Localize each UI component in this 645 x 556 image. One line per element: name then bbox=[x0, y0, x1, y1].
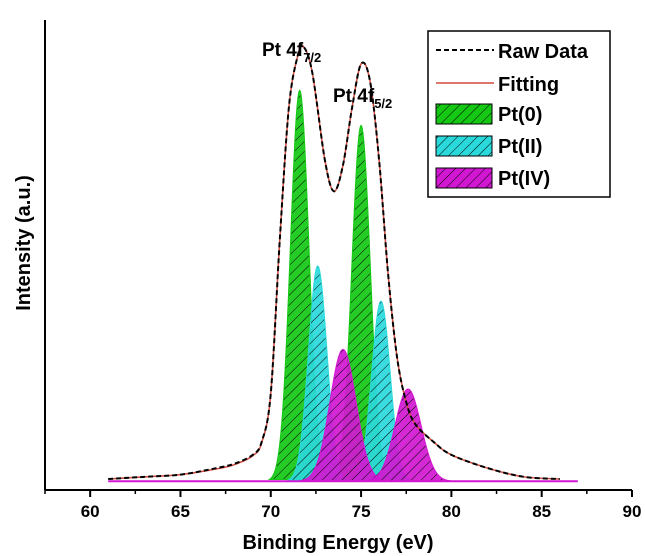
x-tick-label: 75 bbox=[352, 502, 371, 521]
data-curves bbox=[108, 44, 560, 481]
x-tick-label: 80 bbox=[442, 502, 461, 521]
x-tick-label: 90 bbox=[623, 502, 642, 521]
annotation-pt4f72-main: Pt 4f bbox=[262, 40, 304, 61]
curve-raw-data bbox=[108, 44, 560, 481]
annotation-pt4f52: Pt 4f5/2 bbox=[333, 86, 392, 111]
x-ticks: 60 65 70 75 80 85 90 bbox=[44, 490, 642, 521]
annotation-pt4f72: Pt 4f7/2 bbox=[262, 40, 321, 65]
x-tick-label: 85 bbox=[532, 502, 551, 521]
annotation-pt4f72-sub: 7/2 bbox=[303, 50, 321, 65]
annotation-pt4f52-sub: 5/2 bbox=[374, 96, 392, 111]
legend-label-pt4: Pt(IV) bbox=[498, 168, 550, 190]
annotation-pt4f52-main: Pt 4f bbox=[333, 86, 375, 107]
y-axis-title: Intensity (a.u.) bbox=[13, 175, 35, 311]
legend-label-pt0: Pt(0) bbox=[498, 104, 542, 126]
x-tick-label: 65 bbox=[171, 502, 190, 521]
x-axis-title: Binding Energy (eV) bbox=[242, 532, 433, 554]
legend-swatch-pt0-hatch bbox=[435, 103, 493, 125]
peak-annotations: Pt 4f7/2 Pt 4f5/2 bbox=[262, 40, 392, 111]
legend-swatch-pt2-hatch bbox=[435, 135, 493, 157]
legend-swatch-pt4-hatch bbox=[435, 167, 493, 189]
axes bbox=[44, 20, 632, 491]
component-peaks bbox=[108, 89, 578, 483]
peak-hatch-ptiv bbox=[299, 348, 387, 482]
legend-label-fitting: Fitting bbox=[498, 74, 559, 96]
legend: Raw Data Fitting Pt(0) Pt(II) Pt(IV) bbox=[427, 30, 611, 198]
legend-label-raw-data: Raw Data bbox=[498, 41, 589, 63]
x-tick-label: 60 bbox=[81, 502, 100, 521]
peak-hatch-ptiv bbox=[364, 388, 452, 482]
legend-label-pt2: Pt(II) bbox=[498, 136, 542, 158]
x-tick-label: 70 bbox=[261, 502, 280, 521]
